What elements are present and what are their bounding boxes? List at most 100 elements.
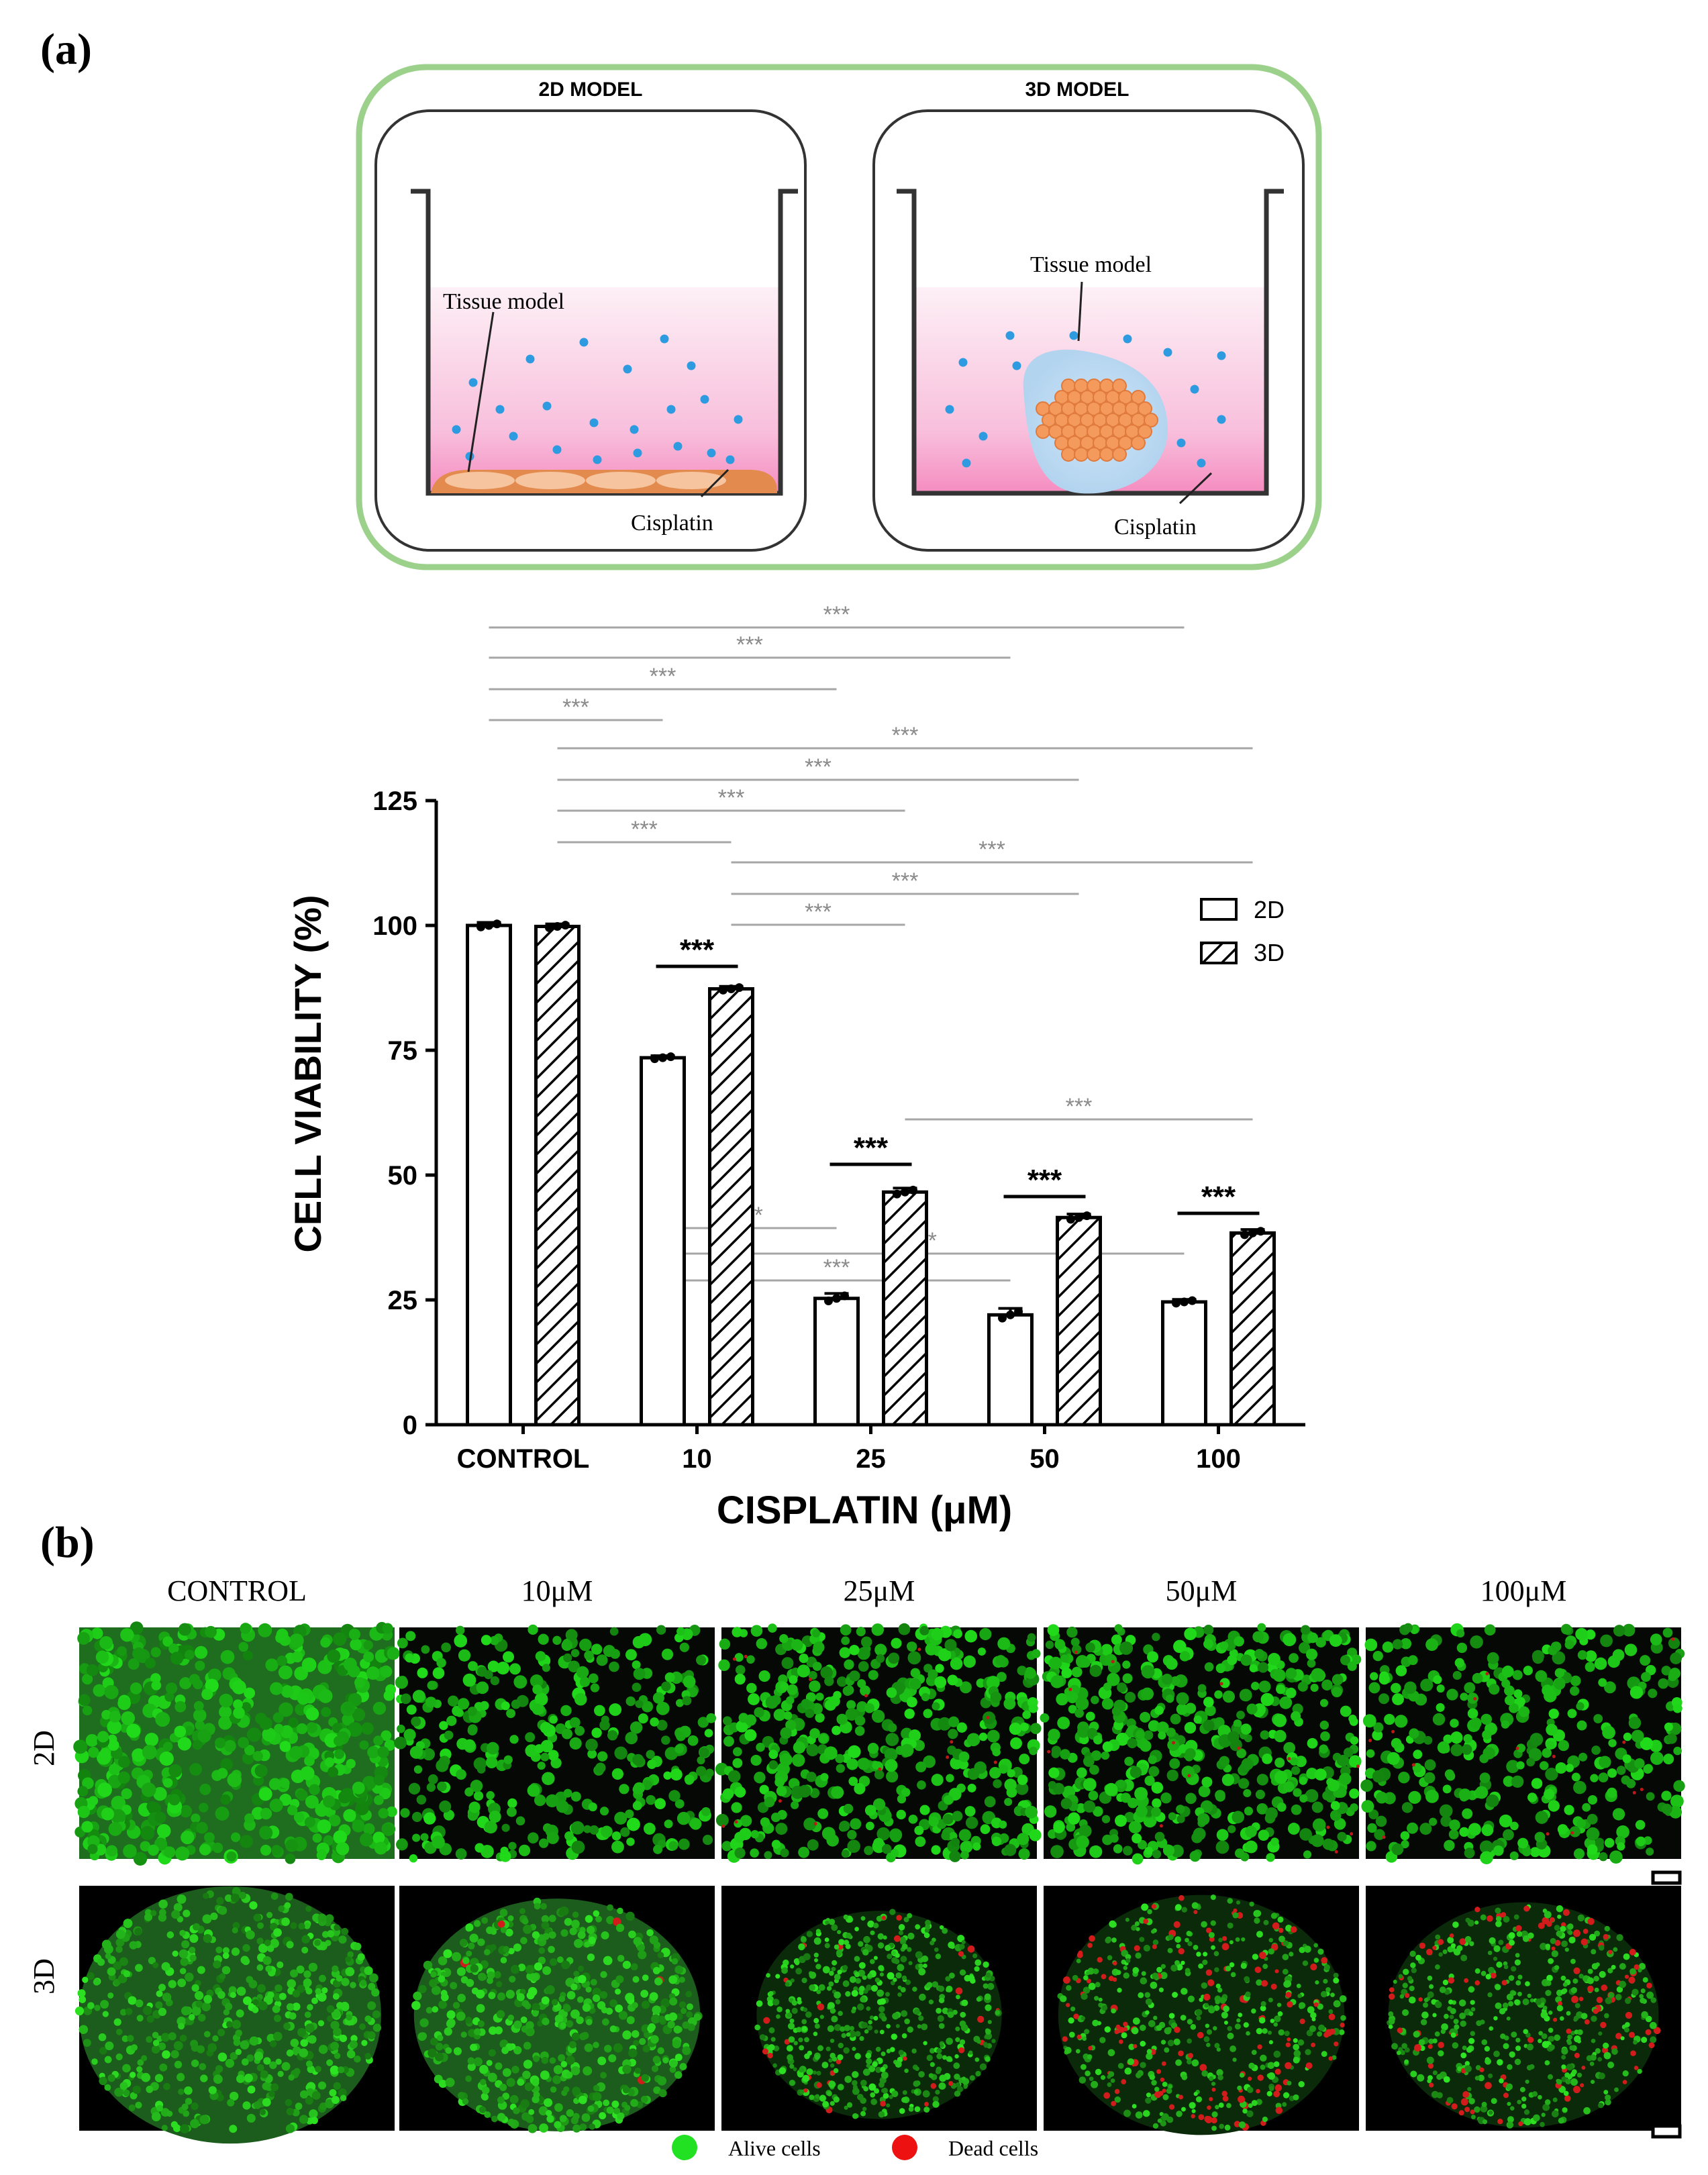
- bar-3d: [534, 924, 581, 1427]
- replicate-point: [658, 1053, 667, 1062]
- replicate-point: [735, 983, 744, 993]
- drug-dot: [552, 445, 562, 454]
- significance-label: ***: [805, 754, 832, 780]
- drug-dot: [687, 361, 696, 370]
- tissue-label-2d: Tissue model: [443, 289, 564, 314]
- bar-3d: [1056, 1215, 1102, 1427]
- drug-dot: [1197, 458, 1206, 468]
- replicate-point: [1240, 1230, 1249, 1240]
- drug-dot: [666, 405, 676, 414]
- drug-molecules-2d: [452, 334, 743, 464]
- well-2d-fluid: [428, 287, 781, 493]
- drug-dot: [509, 432, 518, 441]
- replicate-point: [840, 1291, 849, 1301]
- drug-dot: [468, 378, 478, 387]
- significance-label: ***: [1201, 1180, 1236, 1213]
- y-tick-label: 75: [388, 1036, 418, 1066]
- replicate-point: [1172, 1299, 1180, 1308]
- drug-dot: [1163, 348, 1172, 357]
- significance-label: ***: [718, 785, 745, 811]
- spheroid-cell: [1099, 447, 1114, 462]
- drug-dot: [1069, 331, 1078, 340]
- scale-bar-2d: [1651, 1870, 1682, 1885]
- replicate-point: [998, 1313, 1007, 1323]
- y-tick-label: 25: [388, 1286, 418, 1315]
- legend: 2D 3D: [1200, 896, 1285, 966]
- legend-label-2d: 2D: [1254, 896, 1285, 923]
- significance-label: ***: [1027, 1164, 1062, 1197]
- replicate-point: [893, 1189, 901, 1199]
- alive-dot: [672, 2135, 697, 2160]
- significance-label: ***: [562, 695, 589, 720]
- drug-dot: [700, 395, 709, 404]
- drug-dot: [1190, 385, 1199, 394]
- drug-dot: [978, 432, 988, 441]
- bar-2d: [640, 1056, 686, 1427]
- drug-dot: [579, 338, 589, 347]
- drug-dot: [673, 442, 683, 451]
- drug-dot: [452, 425, 461, 434]
- micrograph-column-label: 100μM: [1480, 1574, 1567, 1607]
- y-tick-label: 125: [372, 787, 417, 816]
- replicate-point: [901, 1187, 909, 1197]
- replicate-point: [832, 1294, 841, 1303]
- significance-label: ***: [892, 723, 919, 748]
- micrograph-3d-tile: [1044, 1886, 1359, 2135]
- drug-dot: [725, 455, 735, 464]
- micrograph-legend: Alive cells Dead cells: [672, 2135, 1038, 2160]
- replicate-point: [1006, 1310, 1015, 1319]
- panel-label-b: (b): [40, 1518, 95, 1567]
- significance-label: ***: [631, 817, 658, 842]
- drug-dot: [1217, 415, 1226, 424]
- micrograph-2d-tile: [1360, 1623, 1685, 1865]
- spheroid-cell: [1144, 413, 1158, 427]
- drug-dot: [734, 415, 743, 424]
- drug-dot: [495, 405, 505, 414]
- micrograph-column-label: 25μM: [844, 1574, 915, 1607]
- y-tick-label: 100: [372, 911, 417, 941]
- drug-dot: [1123, 334, 1132, 344]
- dead-dot: [892, 2135, 917, 2160]
- micrograph-column-labels: CONTROL 10μM 25μM 50μM 100μM: [167, 1574, 1566, 1607]
- micrograph-3d-tile: [721, 1886, 1037, 2131]
- row-label-2d: 2D: [28, 1730, 60, 1766]
- micrograph-2d-tile: [73, 1621, 400, 1866]
- drug-dot: [630, 425, 639, 434]
- replicate-point: [493, 919, 501, 929]
- x-tick-label: CONTROL: [457, 1444, 590, 1474]
- bar-2d: [1161, 1300, 1207, 1427]
- bar-2d: [466, 923, 512, 1427]
- significance-label: ***: [892, 868, 919, 894]
- scale-bar-3d: [1651, 2124, 1682, 2139]
- replicate-point: [719, 985, 727, 995]
- x-tick-label: 10: [682, 1444, 712, 1474]
- replicate-point: [1188, 1296, 1197, 1305]
- replicate-point: [1083, 1211, 1091, 1221]
- drug-dot: [1005, 331, 1015, 340]
- model-2d-card: 2D MODEL Tissue model Cisplatin: [374, 79, 807, 552]
- bar-2d: [987, 1313, 1034, 1427]
- model-3d-title: 3D MODEL: [1025, 79, 1129, 101]
- axes: 0 25 50 75 100 125 CONTROL 10 25 50 100: [372, 787, 1305, 1474]
- replicate-point: [909, 1185, 917, 1195]
- micrograph-3d-tile: [74, 1886, 395, 2144]
- replicate-point: [1256, 1227, 1265, 1236]
- replicate-point: [650, 1054, 659, 1064]
- spheroid-cell: [1138, 424, 1152, 439]
- micrograph-3d-tile: [1366, 1886, 1681, 2131]
- significance-label: ***: [978, 837, 1005, 862]
- bar-3d: [1229, 1231, 1276, 1427]
- replicate-point: [545, 923, 554, 932]
- y-tick-label: 50: [388, 1161, 418, 1191]
- drug-dot: [962, 458, 971, 468]
- spheroid-cell: [1131, 390, 1146, 405]
- schematic: 2D MODEL Tissue model Cisplatin 3D MODEL: [356, 64, 1322, 570]
- micrograph-2d-tile: [1040, 1623, 1362, 1865]
- drug-dot: [1012, 361, 1021, 370]
- spheroid-cell: [1036, 424, 1050, 439]
- y-tick-label: 0: [403, 1411, 417, 1440]
- y-axis-title: CELL VIABILITY (%): [287, 895, 329, 1252]
- cell-monolayer: [431, 470, 778, 493]
- drug-dot: [589, 418, 599, 427]
